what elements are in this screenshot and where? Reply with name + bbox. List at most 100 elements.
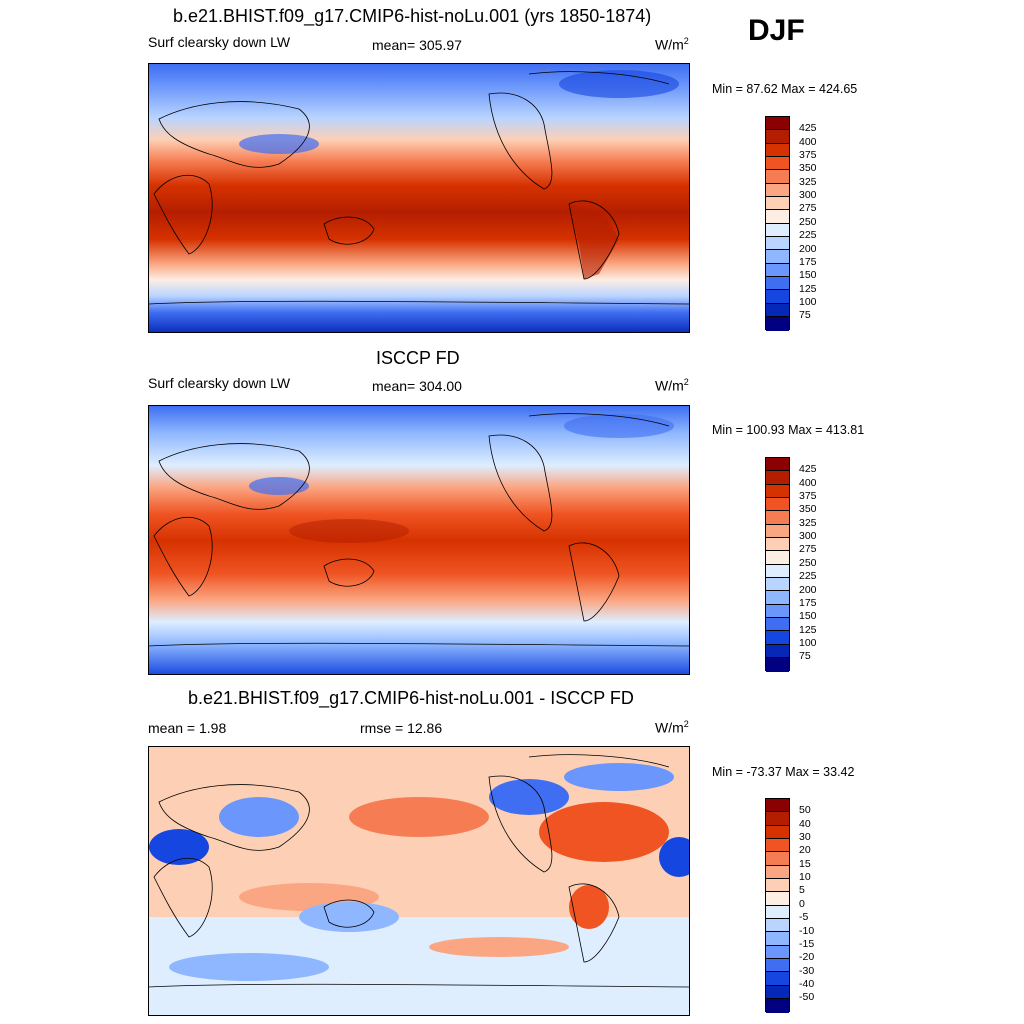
colorbar-tick-label: 225 [799, 229, 817, 242]
colorbar-tick-label: 20 [799, 844, 811, 857]
colorbar-tick-label: 0 [799, 897, 805, 910]
colorbar-cell [766, 564, 789, 579]
colorbar-cell [766, 839, 789, 853]
colorbar-cell [766, 210, 789, 224]
colorbar-cell [766, 130, 789, 144]
colorbar-cell [766, 237, 789, 251]
colorbar-tick-label: 125 [799, 623, 817, 636]
colorbar-tick-label: 175 [799, 596, 817, 609]
colorbar-tick-label: 125 [799, 282, 817, 295]
colorbar-tick-label: 275 [799, 202, 817, 215]
colorbar-cell [766, 972, 789, 986]
colorbar-tick-label: 75 [799, 309, 811, 322]
panel-3-colorbar [765, 798, 790, 1013]
colorbar-cell [766, 250, 789, 264]
colorbar-cell [766, 263, 789, 278]
colorbar-cell [766, 458, 789, 472]
colorbar-cell [766, 919, 789, 933]
colorbar-tick-label: 250 [799, 215, 817, 228]
colorbar-cell [766, 223, 789, 238]
colorbar-cell [766, 631, 789, 645]
colorbar-tick-label: -15 [799, 937, 815, 950]
colorbar-cell [766, 959, 789, 973]
panel-2-map [148, 405, 690, 675]
panel-3-mean-label: mean = 1.98 [148, 720, 227, 736]
colorbar-cell [766, 157, 789, 171]
panel-1-minmax: Min = 87.62 Max = 424.65 [712, 82, 858, 96]
panel-2-variable-label: Surf clearsky down LW [148, 375, 291, 391]
colorbar-tick-label: 375 [799, 149, 817, 162]
colorbar-tick-label: 10 [799, 871, 811, 884]
colorbar-tick-label: 250 [799, 556, 817, 569]
colorbar-tick-label: -5 [799, 911, 809, 924]
colorbar-tick-label: 350 [799, 162, 817, 175]
colorbar-tick-label: 40 [799, 817, 811, 830]
colorbar-tick-label: 100 [799, 636, 817, 649]
colorbar-tick-label: 400 [799, 476, 817, 489]
panel-2-units: W/m2 [655, 377, 689, 394]
colorbar-tick-label: 30 [799, 831, 811, 844]
colorbar-tick-label: 150 [799, 610, 817, 623]
colorbar-cell [766, 277, 789, 291]
colorbar-tick-label: 300 [799, 530, 817, 543]
colorbar-cell [766, 644, 789, 659]
colorbar-cell [766, 511, 789, 525]
colorbar-cell [766, 290, 789, 304]
panel-2-minmax: Min = 100.93 Max = 413.81 [712, 423, 865, 437]
colorbar-cell [766, 812, 789, 826]
panel-3-units: W/m2 [655, 719, 689, 736]
colorbar-cell [766, 471, 789, 485]
colorbar-cell [766, 591, 789, 605]
colorbar-cell [766, 604, 789, 619]
colorbar-cell [766, 865, 789, 880]
colorbar-tick-label: 400 [799, 135, 817, 148]
colorbar-cell [766, 183, 789, 198]
colorbar-tick-label: 175 [799, 255, 817, 268]
colorbar-cell [766, 879, 789, 893]
colorbar-cell [766, 825, 789, 840]
panel-1-map [148, 63, 690, 333]
colorbar-tick-label: 100 [799, 295, 817, 308]
colorbar-cell [766, 932, 789, 946]
panel-1-variable-label: Surf clearsky down LW [148, 34, 291, 50]
colorbar-tick-label: 275 [799, 543, 817, 556]
colorbar-cell [766, 551, 789, 565]
colorbar-tick-label: 350 [799, 503, 817, 516]
panel-2-colorbar [765, 457, 790, 672]
panel-1-colorbar [765, 116, 790, 331]
colorbar-cell [766, 999, 789, 1013]
colorbar-tick-label: 425 [799, 463, 817, 476]
colorbar-cell [766, 303, 789, 318]
colorbar-tick-label: 5 [799, 884, 805, 897]
colorbar-tick-label: 300 [799, 189, 817, 202]
colorbar-tick-label: 200 [799, 583, 817, 596]
colorbar-cell [766, 892, 789, 906]
colorbar-cell [766, 905, 789, 920]
panel-3-title: b.e21.BHIST.f09_g17.CMIP6-hist-noLu.001 … [188, 688, 634, 708]
colorbar-cell [766, 170, 789, 184]
colorbar-cell [766, 658, 789, 672]
panel-1-units: W/m2 [655, 36, 689, 53]
panel-3-map [148, 746, 690, 1016]
colorbar-tick-label: 325 [799, 175, 817, 188]
colorbar-tick-label: 150 [799, 269, 817, 282]
colorbar-cell [766, 985, 789, 1000]
colorbar-cell [766, 317, 789, 331]
colorbar-cell [766, 143, 789, 158]
colorbar-cell [766, 799, 789, 813]
colorbar-tick-label: 375 [799, 490, 817, 503]
colorbar-cell [766, 578, 789, 592]
colorbar-cell [766, 538, 789, 552]
colorbar-tick-label: -50 [799, 991, 815, 1004]
colorbar-tick-label: -10 [799, 924, 815, 937]
season-label: DJF [748, 14, 805, 47]
colorbar-tick-label: 200 [799, 242, 817, 255]
panel-2-title: ISCCP FD [376, 348, 460, 368]
colorbar-tick-label: 50 [799, 804, 811, 817]
colorbar-cell [766, 852, 789, 866]
colorbar-cell [766, 618, 789, 632]
panel-3-minmax: Min = -73.37 Max = 33.42 [712, 765, 855, 779]
colorbar-tick-label: 325 [799, 516, 817, 529]
colorbar-tick-label: -40 [799, 977, 815, 990]
colorbar-tick-label: 225 [799, 570, 817, 583]
